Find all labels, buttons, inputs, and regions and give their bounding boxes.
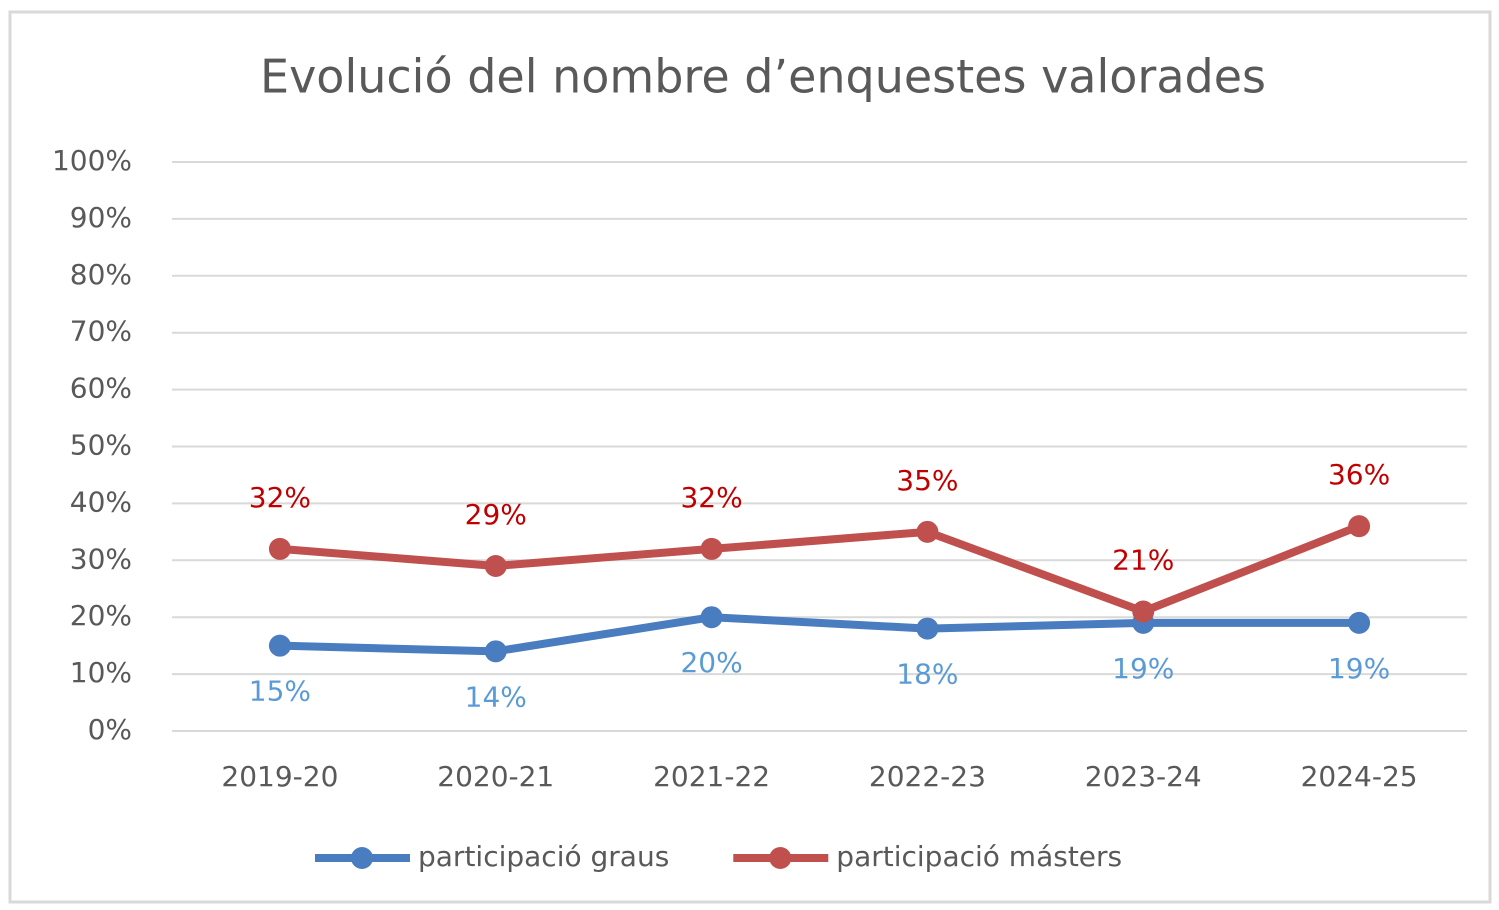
series-line <box>279 613 1360 656</box>
legend-label: participació graus <box>418 840 669 873</box>
x-tick-label: 2024-25 <box>1301 760 1418 793</box>
x-tick-label: 2022-23 <box>869 760 986 793</box>
y-tick-label: 50% <box>70 429 132 462</box>
point <box>916 520 939 543</box>
point <box>1132 600 1155 623</box>
x-tick-label: 2023-24 <box>1085 760 1202 793</box>
data-label: 19% <box>1112 652 1174 685</box>
y-tick-label: 90% <box>70 201 132 234</box>
data-label: 32% <box>249 481 311 514</box>
y-tick-label: 30% <box>70 542 132 575</box>
data-label: 32% <box>680 481 742 514</box>
data-label: 19% <box>1328 652 1390 685</box>
x-tick-label: 2020-21 <box>437 760 554 793</box>
point <box>1348 611 1371 634</box>
x-tick-label: 2019-20 <box>221 760 338 793</box>
series-line <box>279 522 1361 616</box>
point <box>484 554 507 577</box>
point <box>268 537 291 560</box>
data-label: 18% <box>896 658 958 691</box>
legend-marker <box>351 847 373 869</box>
y-tick-label: 10% <box>70 656 132 689</box>
chart-border <box>8 10 1492 904</box>
point <box>700 606 723 629</box>
data-label: 14% <box>465 680 527 713</box>
y-tick-label: 80% <box>70 258 132 291</box>
y-tick-label: 100% <box>52 144 132 177</box>
point <box>1348 515 1371 538</box>
data-label: 15% <box>249 675 311 708</box>
data-label: 29% <box>465 498 527 531</box>
y-tick-label: 20% <box>70 599 132 632</box>
data-label: 36% <box>1328 458 1390 491</box>
y-tick-label: 0% <box>88 713 132 746</box>
x-tick-label: 2021-22 <box>653 760 770 793</box>
legend-marker <box>769 847 792 869</box>
y-tick-label: 40% <box>70 485 132 518</box>
data-label: 21% <box>1112 544 1174 577</box>
data-label: 20% <box>680 646 742 679</box>
point <box>916 617 939 640</box>
legend-label: participació másters <box>836 840 1122 873</box>
y-tick-label: 70% <box>70 315 132 348</box>
y-tick-label: 60% <box>70 372 132 405</box>
point <box>484 640 507 663</box>
data-label: 35% <box>896 464 958 497</box>
chart-title: Evolució del nombre d’enquestes valorade… <box>260 50 1266 104</box>
point <box>700 537 723 560</box>
point <box>268 634 291 657</box>
